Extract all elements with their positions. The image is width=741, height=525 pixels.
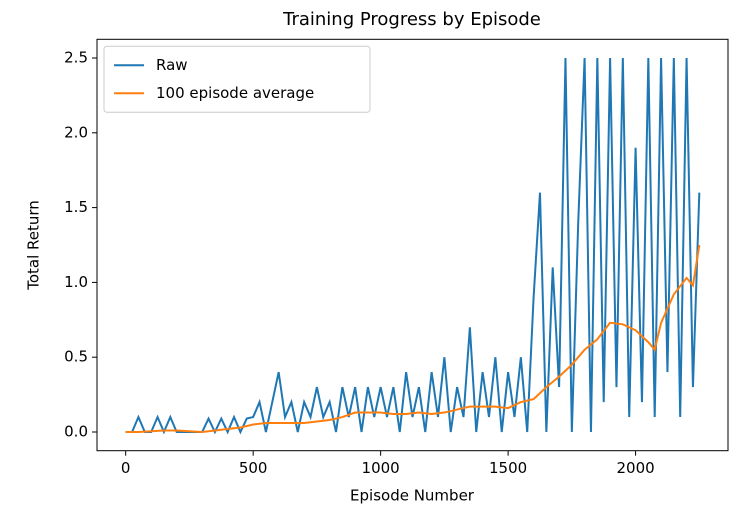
y-tick-label: 0.5	[64, 348, 88, 366]
x-tick-label: 2000	[616, 459, 654, 477]
axes-frame	[96, 38, 729, 452]
chart-title: Training Progress by Episode	[282, 9, 541, 30]
y-tick-label: 0.0	[64, 423, 88, 441]
data-line	[125, 57, 701, 435]
y-tick-label: 2.0	[64, 123, 88, 141]
y-axis-label: Total Return	[25, 200, 43, 291]
x-tick-label: 500	[239, 459, 268, 477]
x-tick-label: 1500	[489, 459, 527, 477]
legend-label: 100 episode average	[156, 84, 314, 102]
x-tick-label: 0	[121, 459, 131, 477]
y-tick-label: 2.5	[64, 49, 88, 67]
y-tick-label: 1.0	[64, 273, 88, 291]
x-axis-label: Episode Number	[350, 487, 475, 505]
data-line	[125, 244, 701, 434]
legend-box	[103, 45, 371, 113]
legend-label: Raw	[156, 56, 188, 74]
y-tick-label: 1.5	[64, 198, 88, 216]
x-tick-label: 1000	[362, 459, 400, 477]
